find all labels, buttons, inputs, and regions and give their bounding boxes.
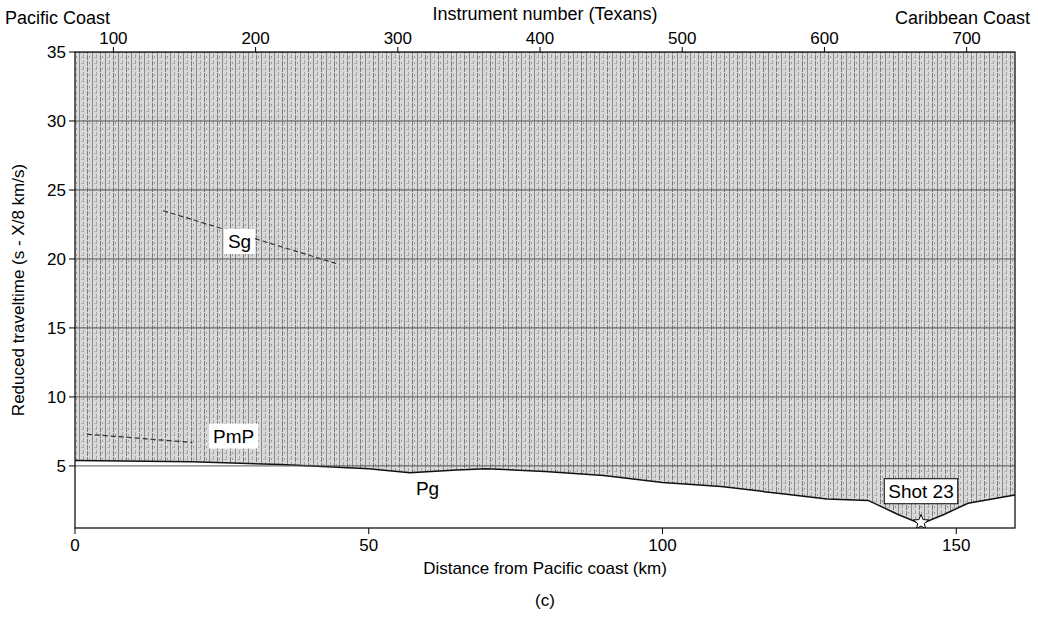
y-tick-label: 30 xyxy=(47,112,66,131)
y-tick xyxy=(69,258,75,259)
x-tick-label: 150 xyxy=(942,536,970,555)
phase-label: Sg xyxy=(228,231,251,252)
y-tick xyxy=(69,120,75,121)
y-tick xyxy=(69,327,75,328)
chart: 5 10 15 20 25 30 35 0 50 100 150 100 200 300 400 500 600… xyxy=(0,0,1038,620)
x-tick xyxy=(956,528,957,534)
y-tick xyxy=(69,189,75,190)
y-tick xyxy=(69,52,75,53)
phase-label-patch xyxy=(224,229,255,254)
shot-marker xyxy=(913,515,928,529)
y-tick-label: 15 xyxy=(47,319,66,338)
y-tick-label: 35 xyxy=(47,43,66,62)
first-arrival-area xyxy=(75,460,1015,528)
x-tick xyxy=(368,528,369,534)
grid-line xyxy=(75,189,1015,190)
left-corner-label: Pacific Coast xyxy=(5,8,110,28)
x-tick-label: 50 xyxy=(359,536,378,555)
grid-line xyxy=(75,258,1015,259)
y-tick xyxy=(69,465,75,466)
x-tick xyxy=(75,528,76,534)
y-tick-label: 20 xyxy=(47,250,66,269)
phase-label-patch xyxy=(412,476,443,501)
phase-label: PmP xyxy=(213,426,254,447)
x-axis-title: Distance from Pacific coast (km) xyxy=(423,559,667,578)
x-tick xyxy=(662,528,663,534)
grid-line xyxy=(75,327,1015,328)
arrival-line xyxy=(163,211,339,265)
y-tick-label: 25 xyxy=(47,181,66,200)
right-corner-label: Caribbean Coast xyxy=(895,8,1030,28)
x2-tick-label: 100 xyxy=(99,29,127,48)
shot-label: Shot 23 xyxy=(888,481,954,502)
x-tick-label: 0 xyxy=(70,536,79,555)
x2-tick-label: 400 xyxy=(526,29,554,48)
caption: (c) xyxy=(535,591,555,610)
y-tick-label: 5 xyxy=(57,457,66,476)
grid-line xyxy=(75,120,1015,121)
x2-tick-label: 300 xyxy=(384,29,412,48)
x2-tick-label: 700 xyxy=(952,29,980,48)
plot-area xyxy=(75,52,1015,528)
x2-axis-title: Instrument number (Texans) xyxy=(432,4,657,24)
x2-tick-label: 500 xyxy=(668,29,696,48)
y-tick-label: 10 xyxy=(47,388,66,407)
shot-label-patch xyxy=(884,479,958,504)
frame xyxy=(75,52,1015,528)
grid-line xyxy=(75,465,1015,466)
arrival-line xyxy=(87,434,193,442)
grid-line xyxy=(75,396,1015,397)
x-tick-label: 100 xyxy=(648,536,676,555)
phase-label: Pg xyxy=(416,478,439,499)
x2-tick-label: 600 xyxy=(810,29,838,48)
arrival-line xyxy=(75,460,1015,524)
phase-label-patch xyxy=(209,424,258,449)
y-tick xyxy=(69,396,75,397)
trace-texture xyxy=(75,52,1015,528)
y-axis-title: Reduced traveltime (s - X/8 km/s) xyxy=(9,164,28,416)
x2-tick-label: 200 xyxy=(241,29,269,48)
